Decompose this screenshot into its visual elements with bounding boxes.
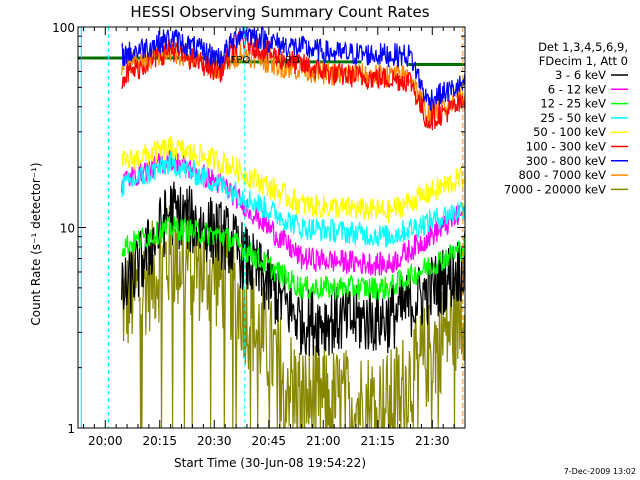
y-tick-label: 1 [67,422,75,436]
series-line [121,148,465,276]
timestamp: 7-Dec-2009 13:02 [564,467,636,476]
flag-label: RD [285,55,300,66]
x-tick-label: 21:15 [360,434,395,448]
x-tick-label: 20:30 [197,434,232,448]
legend-label: 300 - 800 keV [526,154,606,168]
legend-label: 100 - 300 keV [526,140,606,154]
x-tick-label: 20:45 [251,434,286,448]
legend-label: 12 - 25 keV [540,97,606,111]
x-tick-label: 21:00 [306,434,341,448]
series-line [121,136,465,224]
legend-label: 7000 - 20000 keV [504,182,606,196]
y-tick-label: 100 [52,21,75,35]
chart-title: HESSI Observing Summary Count Rates [130,3,429,21]
y-tick-label: 10 [60,222,75,236]
x-axis-label: Start Time (30-Jun-08 19:54:22) [174,456,366,470]
legend-label: 6 - 12 keV [548,82,606,96]
x-tick-label: 20:00 [88,434,123,448]
series-line [121,27,465,112]
legend-label: 3 - 6 keV [555,68,606,82]
legend-label: 800 - 7000 keV [518,168,606,182]
legend-header-line2: FDecim 1, Att 0 [539,54,628,68]
series-line [121,29,465,131]
legend-header-line1: Det 1,3,4,5,6,9, [538,40,628,54]
series-line [121,205,465,428]
flag-label: FPO [231,55,251,66]
series-line [121,39,465,123]
series-line [121,151,465,248]
x-tick-label: 21:30 [415,434,450,448]
legend-label: 25 - 50 keV [540,111,606,125]
legend-label: 50 - 100 keV [533,125,606,139]
series-line [121,214,465,301]
plot-area: FPORDSS [78,27,465,428]
y-axis-label: Count Rate (s⁻¹ detector⁻¹) [29,162,43,325]
x-tick-label: 20:15 [142,434,177,448]
